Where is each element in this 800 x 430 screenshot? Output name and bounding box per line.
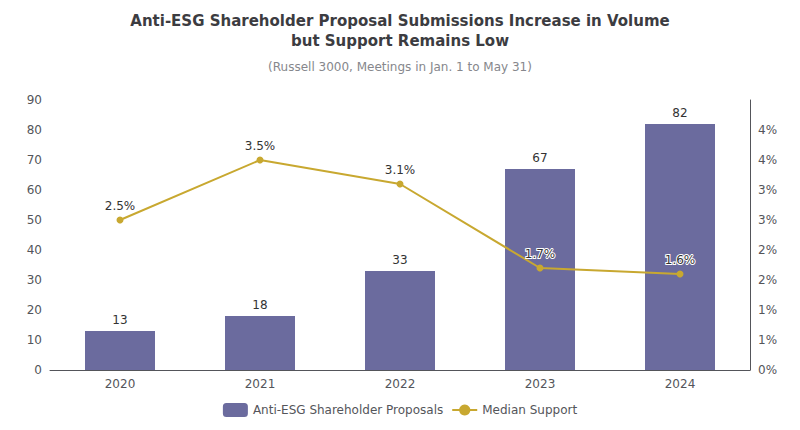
svg-text:67: 67 <box>532 151 547 165</box>
svg-text:70: 70 <box>27 153 42 167</box>
svg-text:2024: 2024 <box>665 377 696 391</box>
svg-text:60: 60 <box>27 183 42 197</box>
svg-text:80: 80 <box>27 123 42 137</box>
svg-text:2022: 2022 <box>385 377 416 391</box>
svg-text:20: 20 <box>27 303 42 317</box>
svg-text:1%: 1% <box>758 333 777 347</box>
svg-text:30: 30 <box>27 273 42 287</box>
svg-text:3%: 3% <box>758 213 777 227</box>
svg-text:Anti-ESG Shareholder Proposal: Anti-ESG Shareholder Proposal Submission… <box>130 12 669 30</box>
svg-text:Median Support: Median Support <box>482 403 577 417</box>
svg-text:4%: 4% <box>758 123 777 137</box>
svg-text:Anti-ESG Shareholder Proposals: Anti-ESG Shareholder Proposals <box>253 403 443 417</box>
svg-text:82: 82 <box>672 106 687 120</box>
svg-text:40: 40 <box>27 243 42 257</box>
svg-text:1.7%: 1.7% <box>525 247 556 261</box>
svg-text:but Support Remains Low: but Support Remains Low <box>291 32 509 50</box>
svg-text:3%: 3% <box>758 183 777 197</box>
svg-text:1.6%: 1.6% <box>665 253 696 267</box>
svg-text:50: 50 <box>27 213 42 227</box>
svg-text:2021: 2021 <box>245 377 276 391</box>
svg-text:4%: 4% <box>758 153 777 167</box>
svg-text:2020: 2020 <box>105 377 136 391</box>
svg-text:2%: 2% <box>758 243 777 257</box>
svg-text:3.1%: 3.1% <box>385 163 416 177</box>
svg-text:2%: 2% <box>758 273 777 287</box>
svg-text:10: 10 <box>27 333 42 347</box>
svg-text:90: 90 <box>27 93 42 107</box>
svg-text:0: 0 <box>34 363 42 377</box>
svg-text:33: 33 <box>392 253 407 267</box>
svg-text:0%: 0% <box>758 363 777 377</box>
svg-text:18: 18 <box>252 298 267 312</box>
svg-text:3.5%: 3.5% <box>245 139 276 153</box>
svg-text:1%: 1% <box>758 303 777 317</box>
svg-text:2.5%: 2.5% <box>105 199 136 213</box>
svg-text:(Russell 3000, Meetings in Jan: (Russell 3000, Meetings in Jan. 1 to May… <box>268 60 532 74</box>
svg-text:13: 13 <box>112 313 127 327</box>
svg-text:2023: 2023 <box>525 377 556 391</box>
